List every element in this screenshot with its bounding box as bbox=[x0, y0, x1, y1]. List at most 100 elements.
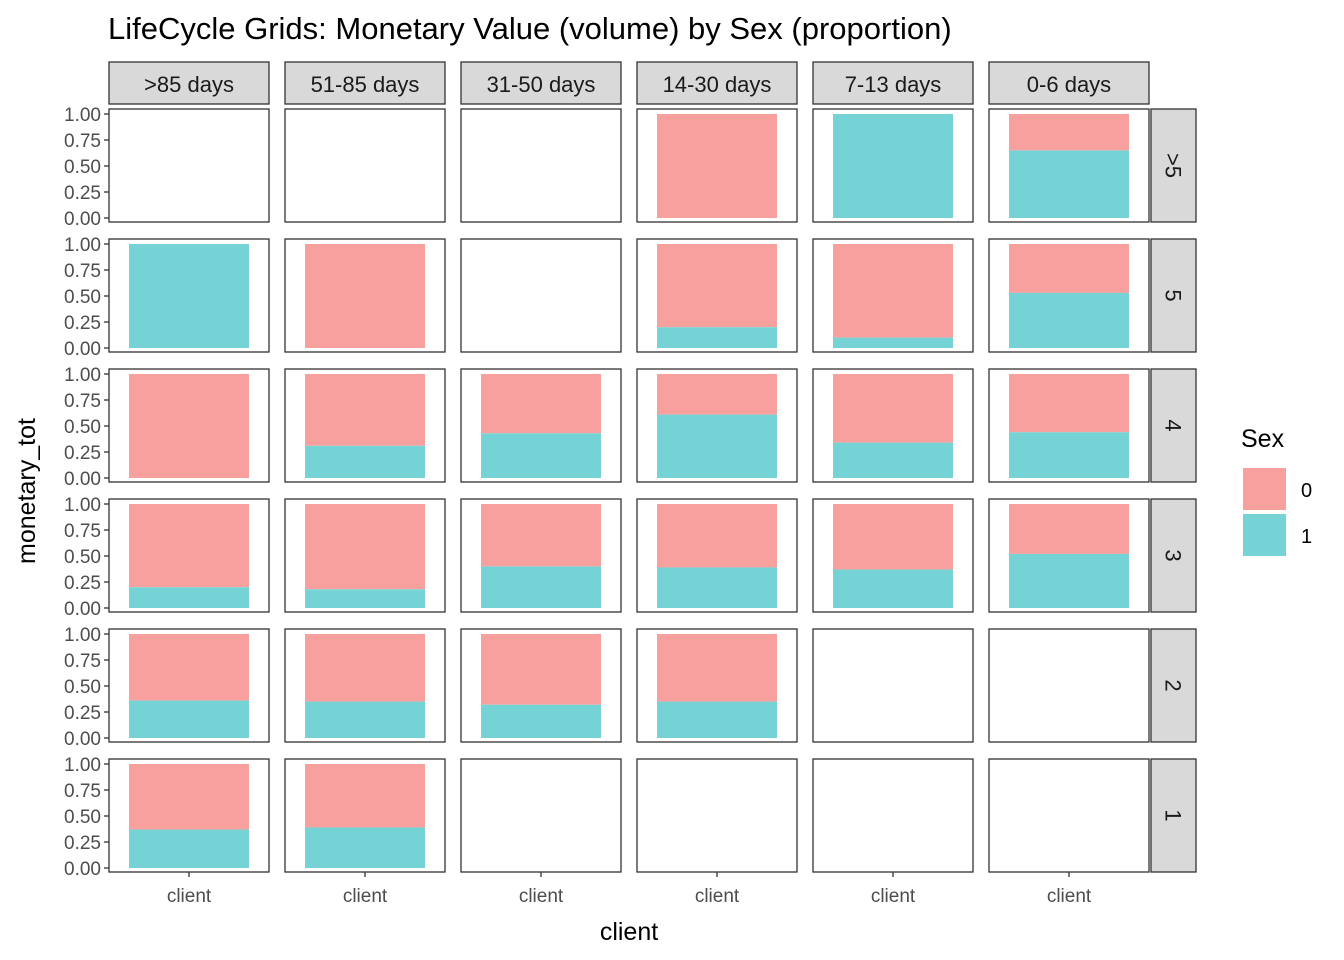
panel bbox=[284, 238, 446, 353]
panel bbox=[636, 628, 798, 743]
panel bbox=[460, 628, 622, 743]
bar-sex-1 bbox=[833, 114, 953, 218]
panel-border bbox=[988, 368, 1150, 483]
bar-sex-0 bbox=[129, 634, 249, 701]
bar-sex-1 bbox=[1009, 553, 1129, 608]
y-tick-label: 0.50 bbox=[64, 547, 101, 568]
panel bbox=[812, 628, 974, 743]
column-strip bbox=[460, 61, 622, 105]
row-strip-label: 5 bbox=[1161, 289, 1186, 301]
panel-border bbox=[636, 108, 798, 223]
y-tick-label: 1.00 bbox=[64, 365, 101, 386]
legend-key-0 bbox=[1243, 468, 1286, 510]
x-tick-label: client bbox=[1047, 886, 1092, 907]
y-tick-label: 0.00 bbox=[64, 599, 101, 620]
panel-border bbox=[988, 108, 1150, 223]
panel bbox=[988, 238, 1150, 353]
panel-border bbox=[636, 628, 798, 743]
x-tick-label: client bbox=[519, 886, 564, 907]
column-strip bbox=[988, 61, 1150, 105]
panel bbox=[108, 368, 270, 483]
y-tick-label: 0.75 bbox=[64, 781, 101, 802]
bar-sex-1 bbox=[833, 442, 953, 478]
y-tick-label: 0.75 bbox=[64, 131, 101, 152]
bar-sex-1 bbox=[481, 433, 601, 478]
column-strips: >85 days 51-85 days 31-50 days 14-30 days 7-… bbox=[108, 61, 1150, 105]
y-tick-label: 0.25 bbox=[64, 703, 101, 724]
chart-title: LifeCycle Grids: Monetary Value (volume)… bbox=[108, 11, 952, 46]
y-axis-title: monetary_tot bbox=[13, 418, 41, 564]
bar-sex-0 bbox=[657, 374, 777, 415]
bar-sex-1 bbox=[657, 567, 777, 608]
bar-sex-1 bbox=[833, 337, 953, 348]
panel-border bbox=[108, 108, 270, 223]
panel-border bbox=[988, 238, 1150, 353]
bar-sex-1 bbox=[657, 327, 777, 348]
panel bbox=[460, 108, 622, 223]
legend-label: 1 bbox=[1301, 526, 1312, 548]
row-strip-label: 2 bbox=[1161, 679, 1186, 691]
panel bbox=[988, 758, 1150, 873]
y-tick-label: 0.25 bbox=[64, 313, 101, 334]
panel bbox=[108, 498, 270, 613]
panel bbox=[284, 498, 446, 613]
bar-sex-1 bbox=[129, 829, 249, 868]
y-tick-label: 0.00 bbox=[64, 469, 101, 490]
row-strip-label: 3 bbox=[1161, 549, 1186, 561]
column-strip-label: 0-6 days bbox=[1027, 72, 1111, 97]
y-tick-label: 0.00 bbox=[64, 339, 101, 360]
panel bbox=[636, 368, 798, 483]
panel-border bbox=[812, 108, 974, 223]
row-strip bbox=[1150, 758, 1197, 873]
panel bbox=[108, 238, 270, 353]
y-tick-label: 0.25 bbox=[64, 833, 101, 854]
panel bbox=[812, 368, 974, 483]
bar-sex-1 bbox=[305, 589, 425, 608]
panel-border bbox=[636, 758, 798, 873]
row-strip-label: >5 bbox=[1161, 153, 1186, 178]
panel-border bbox=[460, 368, 622, 483]
y-tick-label: 0.25 bbox=[64, 183, 101, 204]
panel-border bbox=[812, 238, 974, 353]
panel bbox=[812, 758, 974, 873]
bar-sex-1 bbox=[481, 704, 601, 738]
bar-sex-1 bbox=[305, 827, 425, 868]
y-tick-label: 0.50 bbox=[64, 677, 101, 698]
panel-border bbox=[812, 628, 974, 743]
column-strip bbox=[812, 61, 974, 105]
panel-border bbox=[284, 368, 446, 483]
column-strip bbox=[108, 61, 270, 105]
panel-border bbox=[460, 498, 622, 613]
column-strip bbox=[284, 61, 446, 105]
panel-border bbox=[460, 628, 622, 743]
bar-sex-0 bbox=[1009, 374, 1129, 433]
bar-sex-1 bbox=[657, 414, 777, 478]
panel-border bbox=[460, 758, 622, 873]
panel bbox=[108, 628, 270, 743]
panel bbox=[284, 108, 446, 223]
row-strip bbox=[1150, 238, 1197, 353]
panel bbox=[460, 498, 622, 613]
bar-sex-0 bbox=[305, 504, 425, 590]
y-tick-label: 0.75 bbox=[64, 651, 101, 672]
panel bbox=[988, 368, 1150, 483]
bar-sex-1 bbox=[657, 701, 777, 738]
x-tick-label: client bbox=[167, 886, 212, 907]
legend-key-1 bbox=[1243, 514, 1286, 556]
bar-sex-0 bbox=[481, 374, 601, 434]
y-tick-label: 1.00 bbox=[64, 105, 101, 126]
row-strip bbox=[1150, 498, 1197, 613]
panel bbox=[988, 628, 1150, 743]
bar-sex-0 bbox=[129, 764, 249, 830]
panel-border bbox=[460, 108, 622, 223]
row-strip bbox=[1150, 368, 1197, 483]
y-tick-label: 0.25 bbox=[64, 573, 101, 594]
panel bbox=[284, 758, 446, 873]
x-tick-label: client bbox=[695, 886, 740, 907]
panel-border bbox=[812, 758, 974, 873]
panel-border bbox=[460, 238, 622, 353]
panel-border bbox=[812, 498, 974, 613]
bar-sex-0 bbox=[1009, 244, 1129, 293]
panel bbox=[636, 758, 798, 873]
